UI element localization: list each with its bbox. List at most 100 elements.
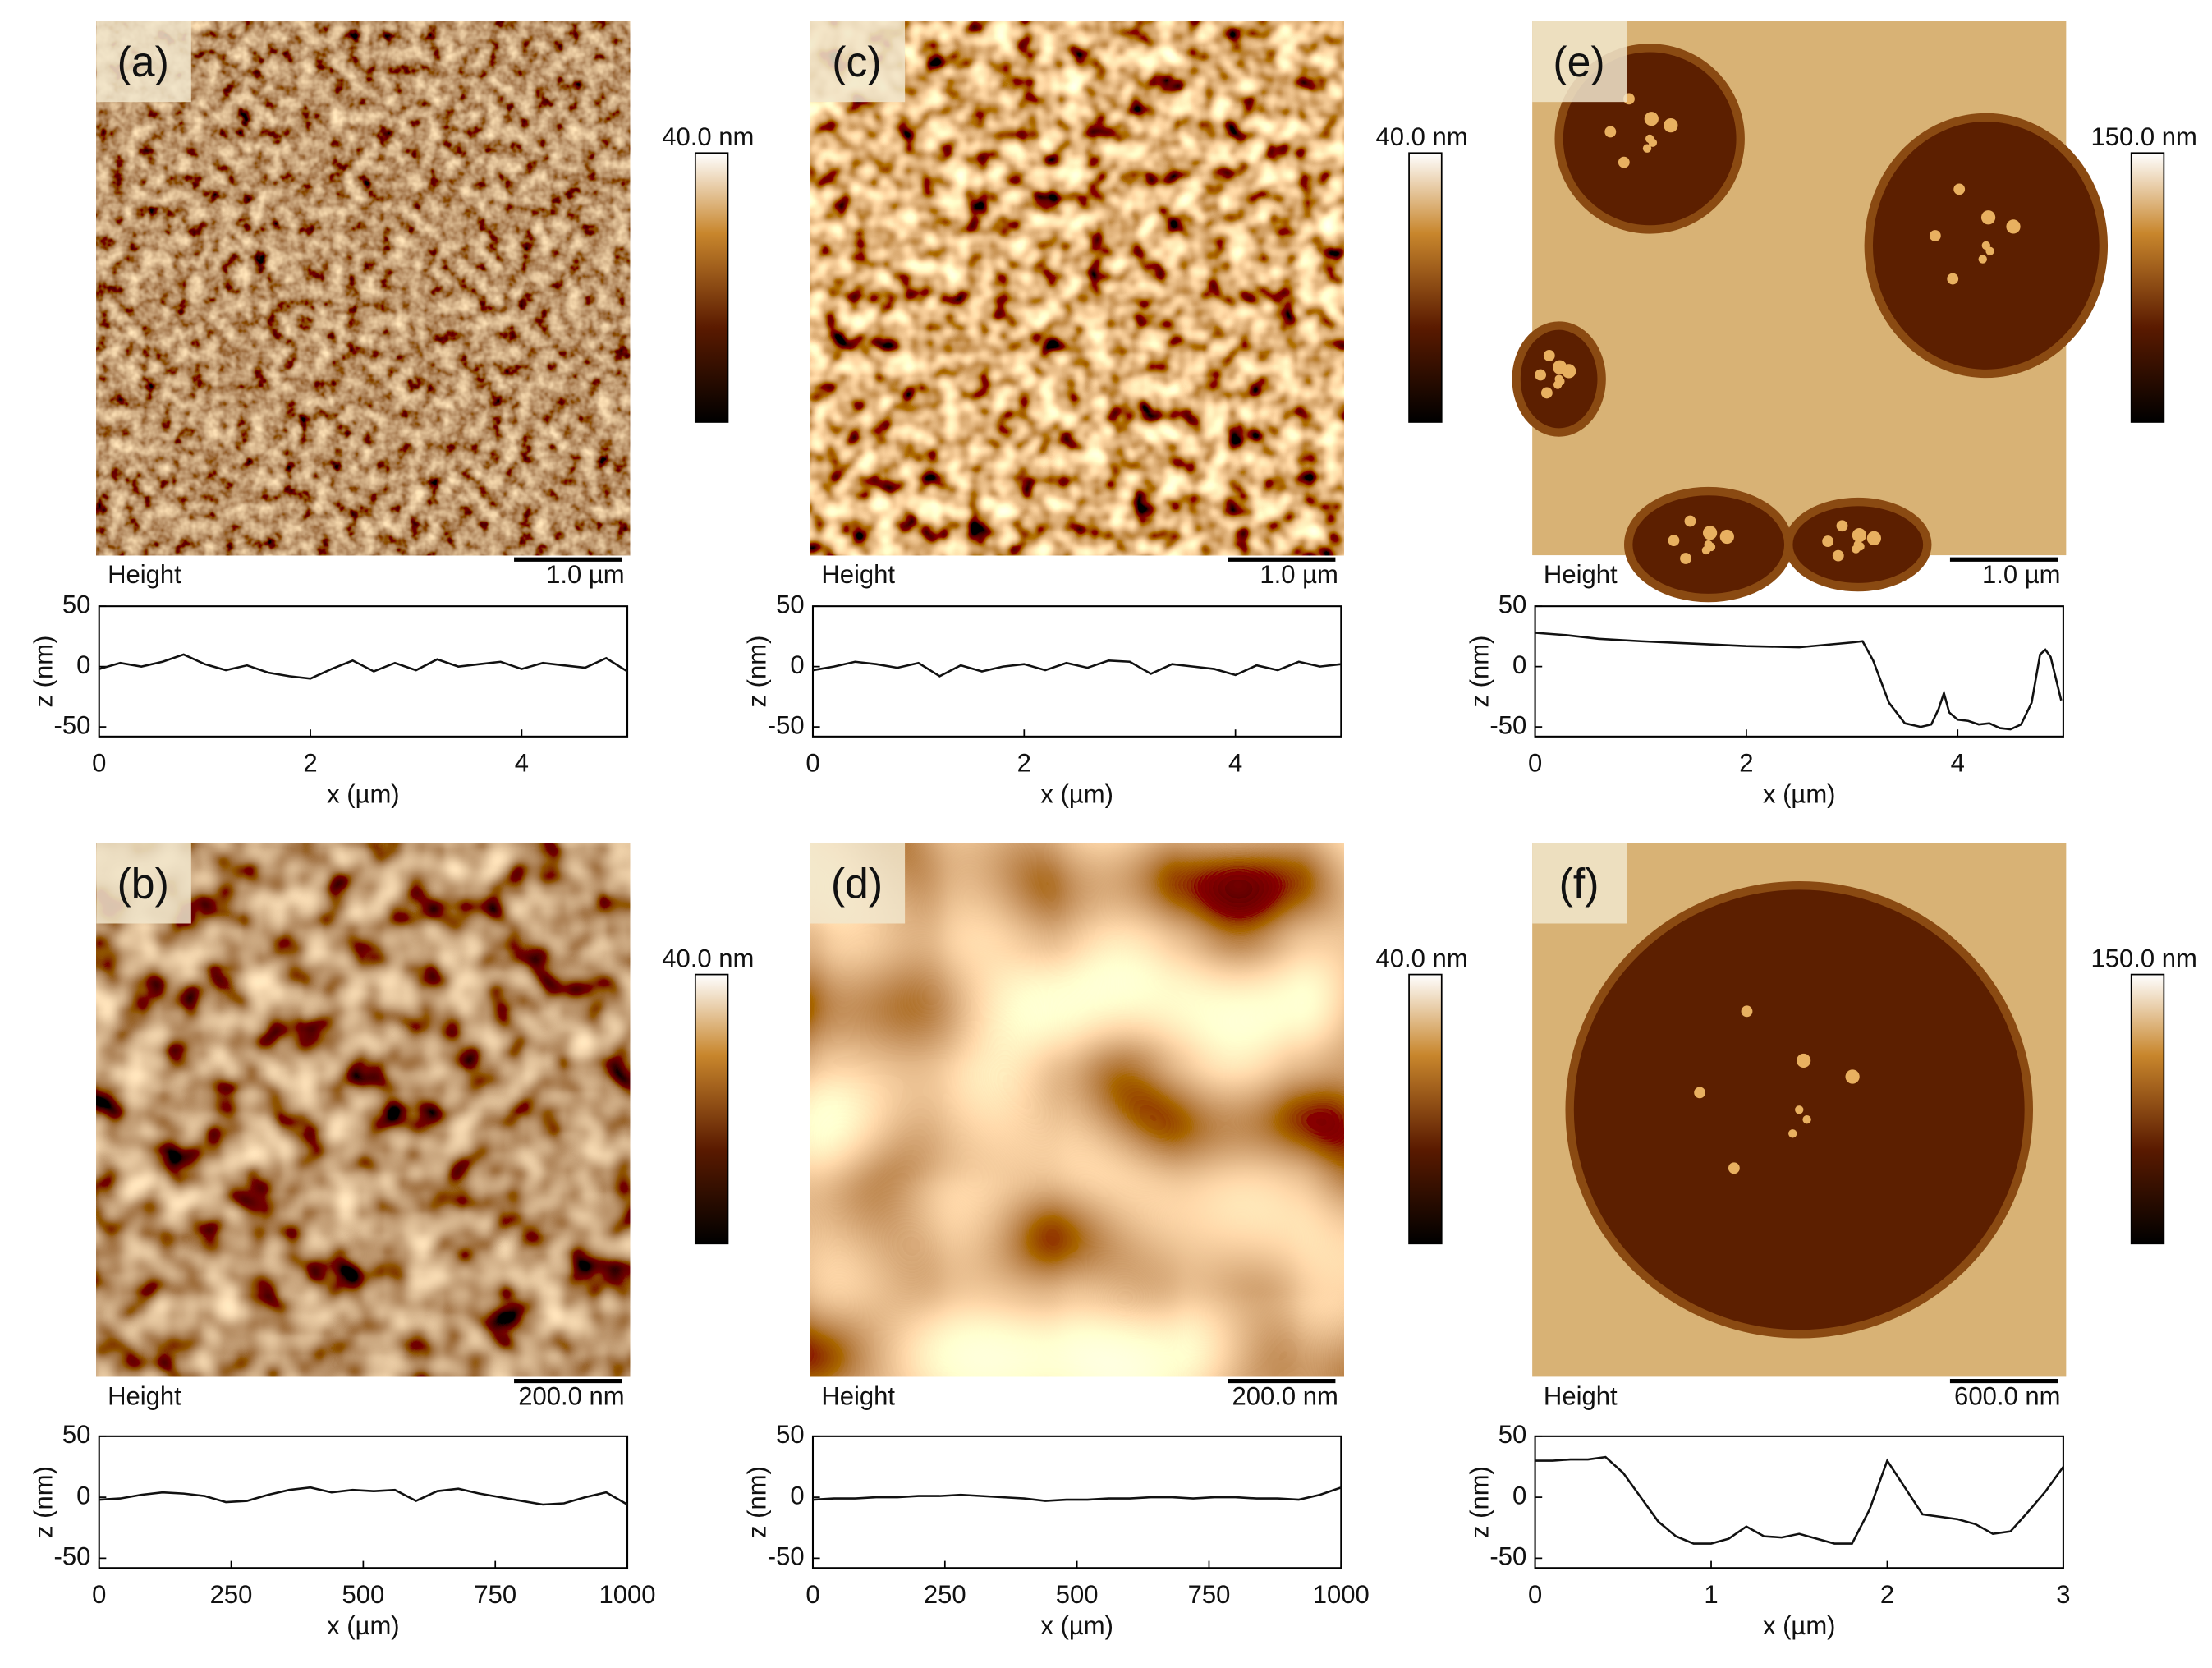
x-tick-label: 4 (1951, 749, 1965, 778)
x-tick-label: 0 (1528, 1580, 1542, 1609)
particle (1543, 350, 1555, 361)
color-bar (2130, 152, 2165, 423)
particle (1947, 273, 1959, 285)
particle (1852, 545, 1861, 554)
y-axis-label: z (nm) (743, 636, 772, 708)
x-tick-label: 4 (1228, 749, 1242, 778)
x-axis-label: x (µm) (1040, 1611, 1113, 1640)
x-tick-label: 0 (1528, 749, 1542, 778)
x-tick-label: 0 (92, 1580, 106, 1609)
profile-line (812, 1486, 1342, 1502)
y-tick-label: 0 (1512, 1481, 1526, 1509)
particle (1788, 1129, 1797, 1138)
plot-frame (1534, 605, 2064, 738)
profile-line (99, 1486, 628, 1506)
x-tick-label: 0 (805, 749, 819, 778)
color-bar-label: 150.0 nm (2091, 944, 2197, 973)
x-tick-label: 2 (1017, 749, 1031, 778)
scale-bar-label: 1.0 µm (546, 560, 625, 589)
x-axis-label: x (µm) (327, 779, 400, 808)
x-tick-label: 4 (515, 749, 529, 778)
particle (2006, 219, 2021, 234)
x-tick-label: 500 (1056, 1580, 1099, 1609)
x-tick-label: 0 (92, 749, 106, 778)
x-axis-label: x (µm) (1763, 779, 1836, 808)
y-tick-label: 0 (1512, 650, 1526, 679)
particle (1978, 255, 1987, 264)
scale-bar-label: 1.0 µm (1260, 560, 1338, 589)
y-tick-label: -50 (54, 710, 91, 739)
afm-image (96, 843, 631, 1377)
y-tick-label: -50 (1489, 710, 1526, 739)
y-tick-label: -50 (1489, 1542, 1526, 1571)
y-tick-label: -50 (54, 1542, 91, 1571)
image-label: Height (821, 560, 895, 589)
x-tick-label: 250 (210, 1580, 253, 1609)
x-tick-label: 2 (1880, 1580, 1894, 1609)
plot-frame (1534, 1435, 2064, 1569)
y-tick-label: 50 (1498, 1420, 1527, 1449)
x-axis-label: x (µm) (1040, 779, 1113, 808)
panel-label-box (810, 843, 906, 924)
profile-line (1535, 632, 2063, 731)
panel-label: (d) (831, 859, 883, 907)
y-axis-label: z (nm) (1465, 1466, 1494, 1538)
particle (1644, 112, 1659, 126)
scale-bar-label: 1.0 µm (1982, 560, 2061, 589)
image-label: Height (1544, 560, 1618, 589)
particle (1553, 380, 1563, 389)
y-tick-label: 50 (1498, 590, 1527, 618)
x-axis-label: x (µm) (327, 1611, 400, 1640)
plot-frame (811, 605, 1342, 738)
y-tick-label: 0 (76, 1481, 90, 1509)
particle (1832, 549, 1844, 562)
color-bar-label: 150.0 nm (2091, 122, 2197, 151)
panel-label-box (810, 21, 906, 103)
particle (1980, 210, 1996, 225)
particle (1836, 520, 1848, 532)
y-tick-label: 50 (776, 1420, 805, 1449)
panel-label-box (1532, 843, 1627, 924)
panel-label-box (96, 843, 191, 924)
panel-label: (c) (832, 38, 881, 85)
particle (1702, 526, 1718, 540)
particle (1648, 138, 1658, 147)
x-tick-label: 1000 (599, 1580, 656, 1609)
x-tick-label: 2 (303, 749, 317, 778)
particle (1618, 156, 1630, 168)
afm-image (810, 21, 1344, 556)
particle (1985, 246, 1994, 255)
particle (1664, 117, 1678, 133)
particle (1694, 1087, 1706, 1099)
y-axis-label: z (nm) (743, 1466, 772, 1538)
y-axis-label: z (nm) (29, 636, 57, 708)
particle (1668, 535, 1680, 546)
x-tick-label: 750 (474, 1580, 516, 1609)
image-label: Height (821, 1381, 895, 1410)
color-bar-label: 40.0 nm (1376, 122, 1468, 151)
color-bar-label: 40.0 nm (662, 122, 754, 151)
particle (1822, 535, 1834, 547)
plot-frame (98, 605, 629, 738)
y-tick-label: -50 (768, 710, 805, 739)
y-tick-label: 0 (790, 650, 804, 679)
particle (1795, 1105, 1804, 1114)
scale-bar-label: 200.0 nm (518, 1381, 624, 1410)
y-tick-label: 50 (62, 590, 91, 618)
color-bar (2130, 973, 2165, 1245)
particle (1728, 1162, 1740, 1174)
y-tick-label: 0 (76, 650, 90, 679)
x-tick-label: 3 (2056, 1580, 2070, 1609)
y-tick-label: 0 (790, 1481, 804, 1509)
x-tick-label: 250 (924, 1580, 966, 1609)
y-axis-label: z (nm) (1465, 636, 1494, 708)
particle (1684, 515, 1696, 527)
scale-bar-label: 600.0 nm (1954, 1381, 2060, 1410)
plot-frame (811, 1435, 1342, 1569)
panel-label: (f) (1559, 859, 1599, 907)
plot-frame (98, 1435, 629, 1569)
profile-line (1535, 1455, 2064, 1545)
panel-label: (e) (1553, 38, 1604, 85)
